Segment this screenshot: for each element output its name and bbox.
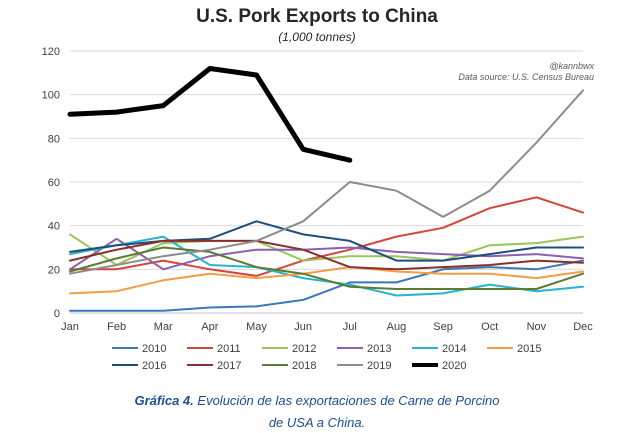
x-tick-label: Nov [527, 321, 547, 333]
series-line-2017 [69, 239, 584, 271]
x-tick-label: May [246, 321, 267, 333]
series-line-2010 [69, 259, 584, 312]
x-tick-label: Sep [433, 321, 453, 333]
y-tick-label: 0 [54, 308, 60, 320]
source-note: Data source: U.S. Census Bureau [458, 72, 594, 82]
y-tick-label: 100 [42, 90, 60, 102]
x-tick-label: Dec [573, 321, 593, 333]
chart-subtitle: (1,000 tonnes) [278, 30, 356, 44]
series-line-2011 [69, 196, 584, 277]
x-tick-label: Jan [61, 321, 79, 333]
caption-text-1: Evolución de las exportaciones de Carne … [197, 393, 500, 408]
x-tick-label: Jun [294, 321, 312, 333]
caption-text-2: de USA a China. [268, 415, 366, 430]
x-tick-label: Feb [107, 321, 126, 333]
legend-label-2010: 2010 [142, 343, 166, 355]
legend-label-2017: 2017 [217, 360, 241, 372]
x-tick-label: Oct [481, 321, 498, 333]
series-line-2018 [69, 246, 584, 290]
legend-label-2019: 2019 [367, 360, 391, 372]
legend-label-2012: 2012 [292, 343, 316, 355]
credit-note: @kannbwx [549, 61, 594, 71]
series-line-2015 [69, 266, 584, 295]
x-tick-label: Mar [154, 321, 173, 333]
series-line-2013 [69, 237, 584, 271]
figure-caption-line1: Gráfica 4. Evolución de las exportacione… [0, 393, 634, 408]
legend-label-2020: 2020 [442, 360, 466, 372]
chart-panel [4, 0, 609, 380]
chart-title: U.S. Pork Exports to China [196, 6, 438, 27]
series-line-2014 [69, 235, 584, 297]
x-tick-label: Aug [387, 321, 407, 333]
series-line-2019 [69, 89, 584, 275]
x-tick-label: Jul [343, 321, 357, 333]
x-tick-label: Apr [201, 321, 218, 333]
series-line-2020 [67, 66, 353, 163]
y-tick-label: 40 [48, 221, 60, 233]
y-tick-label: 80 [48, 133, 60, 145]
figure-caption-line2: de USA a China. [0, 415, 634, 430]
legend-label-2016: 2016 [142, 360, 166, 372]
y-tick-label: 20 [48, 264, 60, 276]
legend-label-2011: 2011 [217, 343, 241, 355]
caption-label: Gráfica 4. [134, 393, 194, 408]
y-tick-label: 120 [42, 46, 60, 58]
legend-label-2013: 2013 [367, 343, 391, 355]
legend-label-2018: 2018 [292, 360, 316, 372]
y-tick-label: 60 [48, 177, 60, 189]
legend-label-2014: 2014 [442, 343, 466, 355]
legend-label-2015: 2015 [517, 343, 541, 355]
